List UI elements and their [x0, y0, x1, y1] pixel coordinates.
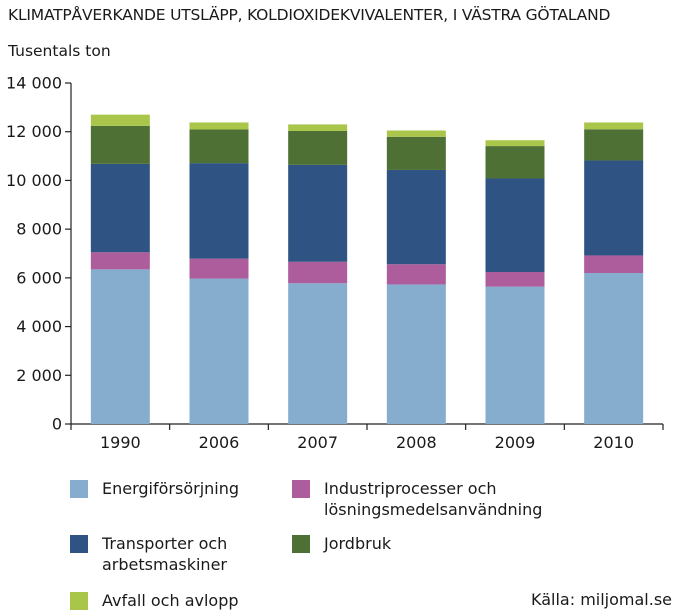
- legend-swatch: [70, 592, 88, 610]
- legend-label: Energiförsörjning: [102, 479, 240, 498]
- legend-swatch: [292, 480, 310, 498]
- bar-segment: [189, 258, 249, 279]
- y-tick-label: 14 000: [6, 74, 62, 93]
- bar-segment: [584, 272, 644, 424]
- bar-segment: [90, 269, 150, 424]
- bar-segment: [288, 283, 348, 424]
- legend-item-industriprocesser: Industriprocesser och lösningsmedelsanvä…: [292, 478, 542, 520]
- x-tick-label: 2009: [495, 433, 536, 452]
- y-tick-label: 8 000: [16, 220, 62, 239]
- legend-label: Avfall och avlopp: [102, 591, 239, 610]
- bar-segment: [90, 252, 150, 270]
- bar-segment: [386, 264, 446, 285]
- bar-segment: [485, 272, 545, 287]
- bar-segment: [189, 122, 249, 130]
- bar-segment: [485, 178, 545, 273]
- bar-segment: [189, 278, 249, 424]
- legend-item-jordbruk: Jordbruk: [292, 533, 391, 554]
- bar-segment: [386, 284, 446, 424]
- source-credit: Källa: miljomal.se: [531, 590, 672, 609]
- legend-item-transporter: Transporter och arbetsmaskiner: [70, 533, 227, 575]
- chart-title: KLIMATPÅVERKANDE UTSLÄPP, KOLDIOXIDEKVIV…: [8, 6, 611, 24]
- legend-label: Jordbruk: [324, 534, 392, 553]
- x-tick-label: 2006: [199, 433, 240, 452]
- legend-item-avfall: Avfall och avlopp: [70, 590, 239, 611]
- y-tick-label: 4 000: [16, 317, 62, 336]
- bar-segment: [386, 136, 446, 170]
- bar-segment: [288, 261, 348, 284]
- bar-segment: [386, 130, 446, 137]
- y-tick-label: 0: [52, 415, 62, 434]
- legend-swatch: [70, 480, 88, 498]
- stacked-bar-chart: 0 2 000 4 000 6 000 8 000 10 000 12 000 14 000 1…: [6, 74, 664, 452]
- bar-segment: [485, 146, 545, 179]
- bar-segment: [90, 125, 150, 164]
- legend-swatch: [292, 535, 310, 553]
- x-tick-label: 2010: [593, 433, 634, 452]
- bar-segment: [90, 114, 150, 126]
- bar-segment: [189, 129, 249, 164]
- bar-segment: [584, 160, 644, 256]
- bar-segment: [584, 255, 644, 273]
- y-tick-label: 6 000: [16, 268, 62, 287]
- x-tick-label: 2008: [396, 433, 437, 452]
- legend-swatch: [70, 535, 88, 553]
- x-tick-label: 2007: [297, 433, 338, 452]
- bar-segment: [288, 130, 348, 165]
- bar-segment: [584, 122, 644, 130]
- bar-segment: [584, 129, 644, 161]
- bar-segment: [386, 169, 446, 265]
- bar-segment: [90, 163, 150, 253]
- y-tick-label: 12 000: [6, 122, 62, 141]
- bar-segment: [485, 286, 545, 424]
- legend-label: Transporter och arbetsmaskiner: [102, 534, 228, 574]
- bar-segment: [288, 164, 348, 262]
- y-tick-label: 10 000: [6, 171, 62, 190]
- bar-segment: [189, 163, 249, 259]
- x-tick-label: 1990: [100, 433, 141, 452]
- legend-label: Industriprocesser och lösningsmedelsanvä…: [324, 479, 543, 519]
- legend-item-energiforsorjning: Energiförsörjning: [70, 478, 239, 499]
- bar-segment: [288, 124, 348, 131]
- y-tick-label: 2 000: [16, 366, 62, 385]
- bar-segment: [485, 140, 545, 147]
- y-axis-label: Tusentals ton: [8, 42, 111, 60]
